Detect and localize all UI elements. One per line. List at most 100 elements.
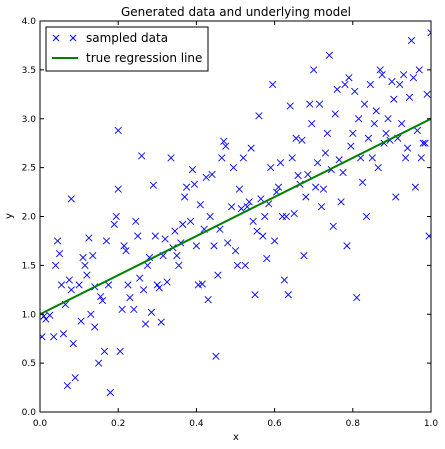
data-point (187, 218, 194, 225)
data-point (277, 159, 284, 166)
data-point (207, 213, 214, 220)
data-point (404, 145, 411, 152)
data-point (228, 203, 235, 210)
data-point (310, 67, 317, 74)
data-point (86, 235, 93, 242)
data-point (224, 240, 231, 247)
data-point (400, 71, 407, 78)
y-tick-label: 3.5 (22, 66, 36, 76)
data-point (205, 296, 212, 303)
data-point (271, 238, 278, 245)
data-point (316, 101, 323, 108)
data-point (238, 205, 245, 212)
data-point (138, 153, 145, 160)
data-point (84, 272, 91, 279)
data-point (219, 155, 226, 162)
data-point (267, 164, 274, 171)
data-point (414, 127, 421, 134)
data-point (152, 233, 159, 240)
data-point (393, 194, 400, 201)
data-point (391, 96, 398, 103)
data-point (305, 171, 312, 178)
data-point (213, 353, 220, 360)
data-point (295, 172, 302, 179)
data-point (134, 233, 141, 240)
data-point (174, 252, 181, 259)
data-point (406, 94, 413, 101)
data-point (111, 221, 118, 228)
data-point (189, 166, 196, 173)
y-tick-label: 2.5 (22, 164, 36, 174)
data-point (140, 287, 147, 294)
data-point (398, 120, 405, 127)
data-point (318, 203, 325, 210)
data-point (78, 318, 85, 325)
data-point (217, 226, 224, 233)
data-point (342, 81, 349, 88)
data-point (353, 294, 360, 301)
data-point (367, 81, 374, 88)
data-point (314, 159, 321, 166)
data-point (181, 194, 188, 201)
data-point (258, 196, 265, 203)
data-point (172, 228, 179, 235)
data-point (211, 243, 218, 250)
data-point (283, 213, 290, 220)
data-point (105, 282, 112, 289)
legend: sampled data true regression line (46, 27, 208, 71)
x-tick-label: 0.4 (189, 419, 204, 429)
data-point (260, 233, 267, 240)
data-point (150, 182, 157, 189)
data-point (351, 88, 358, 95)
data-point (113, 213, 120, 220)
data-point (418, 155, 425, 162)
data-point (306, 101, 313, 108)
data-point (215, 272, 222, 279)
data-point (293, 135, 300, 142)
y-tick-label: 1.5 (22, 261, 36, 271)
data-point (410, 74, 417, 81)
data-point (101, 348, 108, 355)
data-point (332, 111, 339, 118)
data-point (340, 169, 347, 176)
data-point (291, 210, 298, 217)
data-point (89, 252, 96, 259)
data-point (68, 287, 75, 294)
data-point (234, 262, 241, 269)
data-point (183, 184, 190, 191)
data-point (385, 115, 392, 122)
data-point (252, 291, 259, 298)
data-point (338, 199, 345, 206)
data-point (162, 236, 169, 243)
data-point (88, 311, 95, 318)
data-point (54, 238, 61, 245)
x-tick-label: 0.6 (267, 419, 282, 429)
data-point (107, 389, 114, 396)
data-point (131, 306, 138, 313)
data-point (279, 213, 286, 220)
data-point (248, 145, 255, 152)
data-point (250, 218, 257, 225)
data-point (312, 184, 319, 191)
data-point (336, 157, 343, 164)
x-tick-label: 0.8 (346, 419, 361, 429)
data-point (324, 130, 331, 137)
data-point (371, 120, 378, 127)
data-point (363, 213, 370, 220)
data-point (308, 120, 315, 127)
data-point (369, 155, 376, 162)
data-point (80, 254, 87, 261)
data-point (142, 321, 149, 328)
data-point (50, 333, 57, 340)
data-point (66, 277, 73, 284)
data-point (136, 275, 143, 282)
data-point (95, 360, 102, 367)
data-point (361, 101, 368, 108)
data-point (289, 155, 296, 162)
data-point (334, 86, 341, 93)
y-tick-label: 2.0 (22, 213, 37, 223)
y-axis-label: y (4, 213, 15, 219)
data-point (193, 243, 200, 250)
data-point (262, 213, 269, 220)
